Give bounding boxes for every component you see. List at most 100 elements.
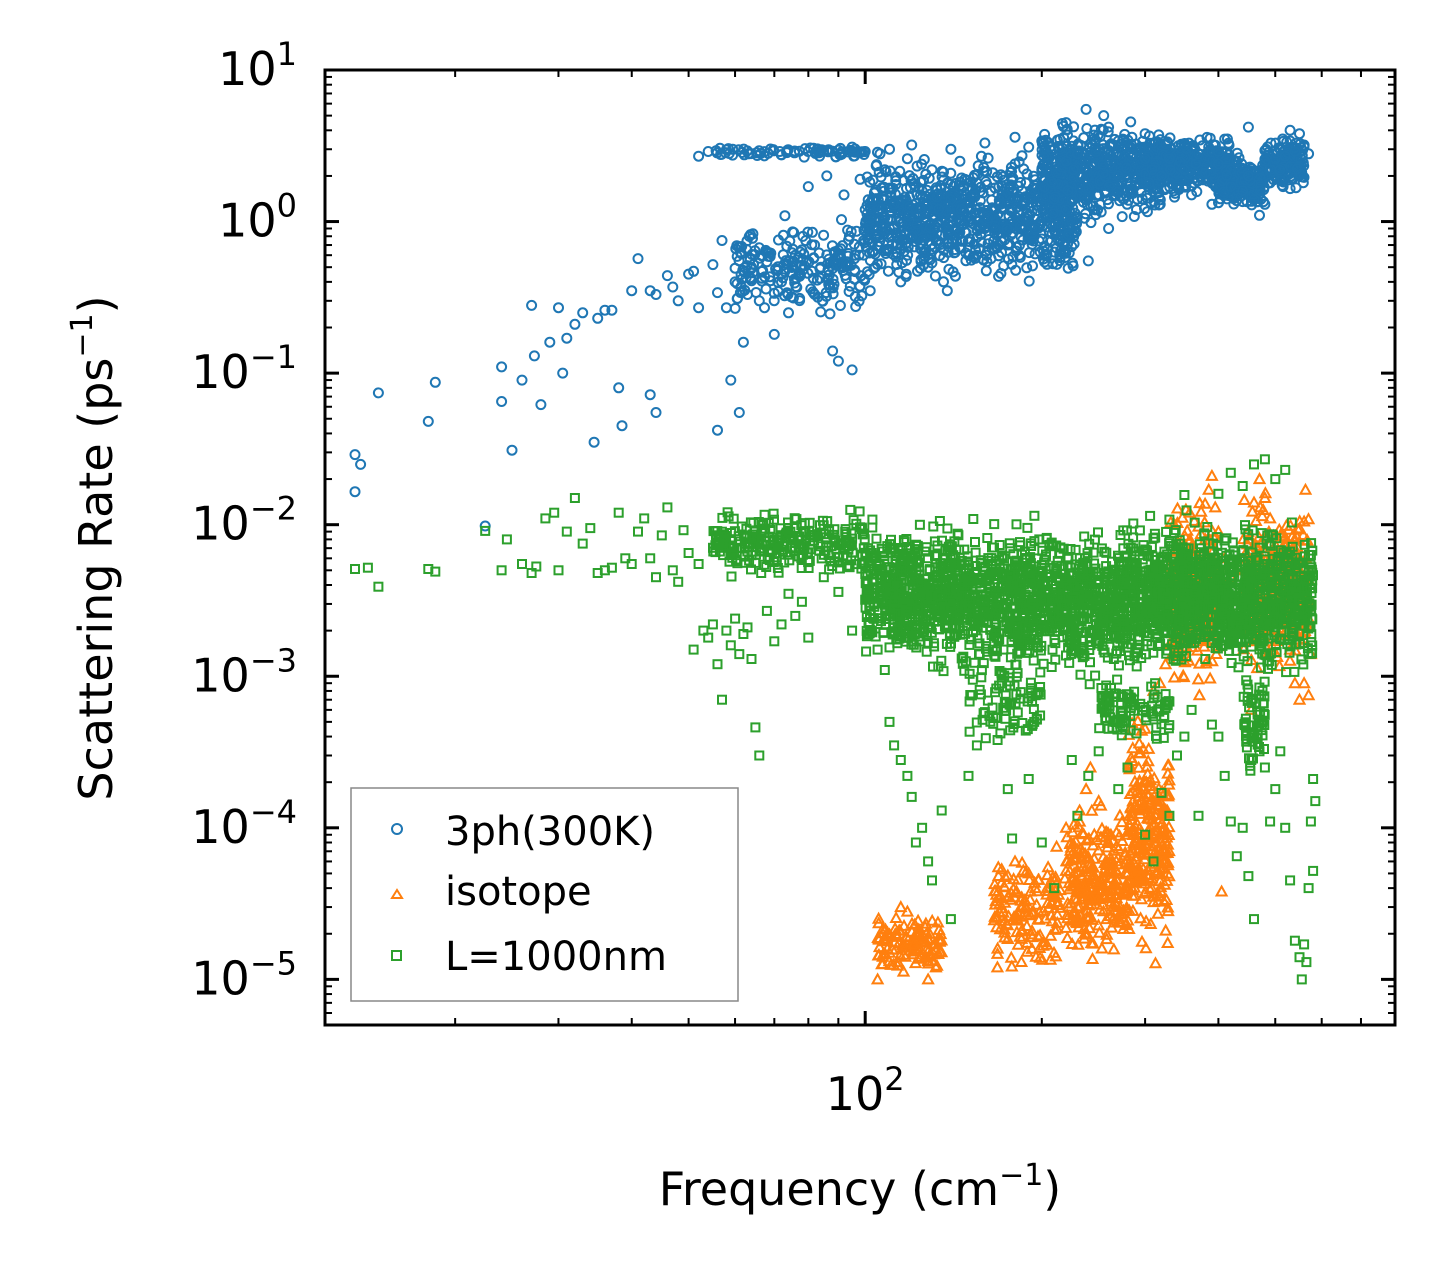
circle-point xyxy=(1016,150,1028,162)
circle-point xyxy=(989,224,1001,236)
circle-point xyxy=(1005,205,1016,217)
circle-point xyxy=(872,230,884,242)
circle-point xyxy=(963,194,975,206)
circle-point xyxy=(915,203,926,215)
circle-point xyxy=(983,212,994,224)
circle-point xyxy=(874,213,886,225)
circle-point xyxy=(943,263,955,275)
circle-point xyxy=(931,191,943,203)
circle-point xyxy=(1047,258,1059,270)
circle-point xyxy=(1023,275,1035,287)
circle-point xyxy=(884,165,896,177)
circle-point xyxy=(876,203,888,215)
circle-point xyxy=(1058,240,1070,252)
circle-point xyxy=(890,175,902,187)
circle-point xyxy=(911,160,923,172)
circle-point xyxy=(993,180,1005,192)
circle-point xyxy=(1047,208,1059,219)
circle-point xyxy=(887,248,899,260)
circle-point xyxy=(920,222,932,234)
circle-point xyxy=(985,185,996,197)
circle-point xyxy=(881,245,893,257)
circle-point xyxy=(912,265,923,277)
circle-point xyxy=(1062,229,1074,241)
circle-point xyxy=(918,213,930,225)
circle-point xyxy=(974,207,986,219)
circle-point xyxy=(1068,238,1080,250)
circle-point xyxy=(902,240,914,252)
circle-point xyxy=(1067,257,1078,269)
circle-point xyxy=(896,217,908,229)
circle-point xyxy=(1125,116,1137,128)
circle-point xyxy=(954,226,966,238)
circle-point xyxy=(924,248,936,260)
circle-point xyxy=(938,276,949,288)
circle-point xyxy=(890,251,902,263)
circle-point xyxy=(1051,258,1063,270)
circle-point xyxy=(970,204,982,216)
circle-point xyxy=(864,247,876,259)
circle-point xyxy=(864,176,876,188)
circle-point xyxy=(948,180,960,192)
circle-point xyxy=(908,241,920,253)
circle-point xyxy=(917,234,929,246)
circle-point xyxy=(895,229,907,241)
circle-point xyxy=(867,193,879,205)
circle-point xyxy=(943,225,955,237)
circle-point xyxy=(978,162,990,173)
circle-point xyxy=(1011,202,1023,214)
circle-point xyxy=(1013,249,1025,261)
circle-point xyxy=(893,234,905,246)
circle-point xyxy=(918,174,929,186)
circle-point xyxy=(954,241,966,253)
circle-point xyxy=(942,246,954,258)
circle-point xyxy=(911,218,923,230)
circle-point xyxy=(1027,260,1038,272)
circle-point xyxy=(903,210,915,222)
circle-point xyxy=(993,270,1005,282)
circle-point xyxy=(900,268,912,280)
circle-point xyxy=(1064,214,1076,225)
circle-point xyxy=(933,203,945,215)
circle-point xyxy=(891,259,903,270)
circle-point xyxy=(1058,247,1070,259)
circle-point xyxy=(918,154,930,165)
circle-point xyxy=(945,167,957,179)
circle-point xyxy=(949,270,961,282)
circle-point xyxy=(1023,247,1035,259)
data-points xyxy=(349,103,1321,985)
circle-point xyxy=(1003,238,1015,249)
circle-point xyxy=(1041,244,1053,256)
circle-point xyxy=(897,204,909,216)
circle-point xyxy=(1031,205,1043,217)
circle-point xyxy=(880,166,892,178)
circle-point xyxy=(936,171,948,183)
circle-point xyxy=(951,192,963,204)
circle-point xyxy=(873,166,885,178)
circle-point xyxy=(965,202,977,213)
circle-point xyxy=(1007,251,1019,263)
circle-point xyxy=(955,203,967,215)
circle-point xyxy=(942,236,954,248)
circle-point xyxy=(929,270,941,282)
circle-point xyxy=(916,192,928,204)
circle-point xyxy=(1055,201,1067,213)
circle-point xyxy=(896,257,908,269)
circle-point xyxy=(998,260,1010,272)
circle-point xyxy=(954,214,966,226)
circle-point xyxy=(1028,170,1040,182)
circle-point xyxy=(904,182,916,193)
circle-point xyxy=(982,152,994,164)
circle-point xyxy=(882,265,894,277)
circle-point xyxy=(971,224,983,235)
circle-point xyxy=(958,181,970,193)
circle-point xyxy=(1001,223,1013,235)
circle-point xyxy=(1010,219,1022,231)
circle-point xyxy=(1017,200,1029,212)
circle-point xyxy=(1021,262,1033,274)
circle-point xyxy=(985,253,997,265)
circle-point xyxy=(1005,179,1017,191)
circle-point xyxy=(1052,217,1064,229)
circle-point xyxy=(924,222,936,234)
